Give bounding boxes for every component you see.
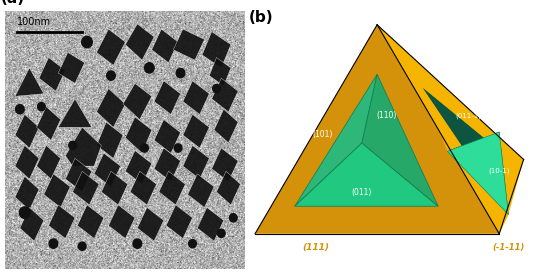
Polygon shape (377, 25, 508, 234)
Text: (011-1): (011-1) (456, 112, 482, 119)
Polygon shape (15, 145, 39, 179)
Circle shape (82, 36, 92, 48)
Circle shape (20, 207, 30, 218)
Text: (110): (110) (376, 111, 396, 120)
Circle shape (213, 84, 220, 93)
Polygon shape (202, 32, 231, 68)
Polygon shape (447, 132, 508, 214)
Polygon shape (423, 88, 508, 214)
Polygon shape (15, 177, 39, 210)
Polygon shape (49, 205, 75, 238)
Polygon shape (295, 143, 438, 206)
Text: (10-1): (10-1) (488, 167, 510, 174)
Polygon shape (377, 25, 524, 234)
Polygon shape (183, 145, 209, 179)
Polygon shape (15, 68, 44, 96)
Circle shape (141, 144, 148, 152)
Polygon shape (159, 171, 185, 205)
Polygon shape (72, 171, 99, 205)
Circle shape (107, 71, 116, 80)
Polygon shape (295, 74, 377, 206)
Text: 100nm: 100nm (17, 16, 52, 26)
Text: (101): (101) (312, 130, 332, 139)
Polygon shape (377, 25, 524, 160)
Polygon shape (154, 148, 180, 182)
Polygon shape (499, 160, 524, 234)
Polygon shape (125, 24, 154, 60)
Polygon shape (154, 81, 180, 114)
Circle shape (144, 63, 154, 73)
Polygon shape (423, 88, 508, 214)
Text: (b): (b) (249, 10, 274, 25)
Polygon shape (166, 205, 192, 238)
Polygon shape (152, 29, 178, 63)
Polygon shape (362, 74, 438, 206)
Polygon shape (77, 205, 104, 238)
Polygon shape (255, 25, 499, 234)
Circle shape (15, 104, 24, 114)
Polygon shape (216, 171, 240, 205)
Circle shape (174, 144, 182, 152)
Polygon shape (447, 132, 508, 214)
Text: (-1-11): (-1-11) (492, 243, 525, 252)
Polygon shape (123, 83, 152, 120)
Polygon shape (211, 148, 238, 182)
Circle shape (133, 239, 142, 248)
Polygon shape (94, 153, 120, 187)
Polygon shape (37, 107, 60, 140)
Polygon shape (65, 158, 92, 192)
Polygon shape (125, 151, 152, 184)
Polygon shape (96, 89, 125, 127)
Polygon shape (65, 127, 101, 166)
Polygon shape (101, 171, 128, 205)
Polygon shape (58, 52, 84, 83)
Polygon shape (44, 174, 70, 207)
Circle shape (189, 240, 196, 248)
Polygon shape (137, 207, 164, 241)
Circle shape (69, 141, 76, 150)
Polygon shape (20, 207, 44, 241)
Text: (a): (a) (1, 0, 25, 6)
Polygon shape (183, 114, 209, 148)
Polygon shape (96, 29, 125, 65)
Text: (011): (011) (352, 188, 372, 197)
Polygon shape (39, 57, 65, 91)
Polygon shape (130, 171, 156, 205)
Polygon shape (209, 57, 231, 86)
Circle shape (49, 239, 58, 248)
Polygon shape (214, 109, 238, 143)
Polygon shape (108, 205, 135, 238)
Polygon shape (187, 174, 214, 207)
Circle shape (78, 242, 86, 250)
Polygon shape (211, 78, 238, 112)
Text: (111): (111) (302, 243, 330, 252)
Circle shape (217, 229, 225, 237)
Polygon shape (183, 81, 209, 114)
Polygon shape (15, 114, 39, 148)
Polygon shape (173, 29, 204, 60)
Polygon shape (37, 145, 60, 179)
Polygon shape (125, 117, 152, 153)
Polygon shape (58, 99, 92, 127)
Polygon shape (96, 122, 123, 158)
Circle shape (176, 68, 185, 78)
Polygon shape (154, 120, 180, 153)
Polygon shape (197, 207, 223, 241)
Circle shape (38, 103, 45, 111)
Circle shape (229, 214, 237, 222)
